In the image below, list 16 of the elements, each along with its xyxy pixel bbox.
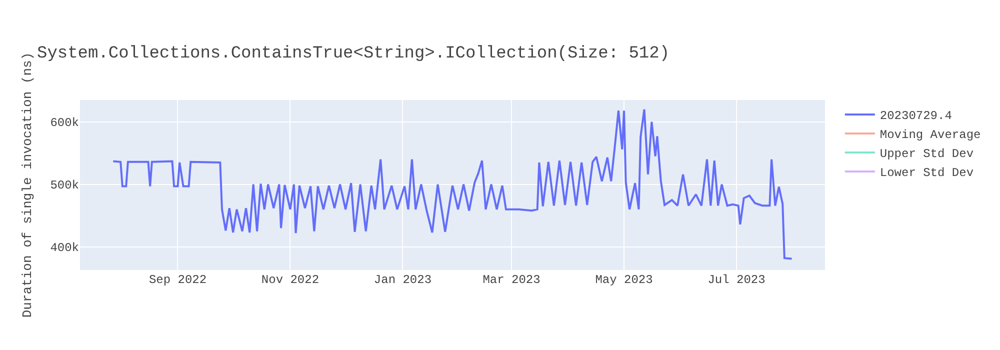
legend-label: Moving Average xyxy=(880,128,981,142)
y-tick-label: 600k xyxy=(50,116,79,130)
x-tick-label: Nov 2022 xyxy=(261,273,320,287)
y-tick-label: 500k xyxy=(50,178,79,193)
legend-label: Upper Std Dev xyxy=(880,147,974,162)
y-axis-title: Duration of single invocation (ns) xyxy=(20,52,36,318)
line-series xyxy=(112,108,793,260)
legend-label: 20230729.4 xyxy=(880,109,952,124)
x-tick-label: Mar 2023 xyxy=(482,273,540,287)
x-tick-label: Sep 2022 xyxy=(148,273,207,287)
x-tick-label: Jan 2023 xyxy=(374,273,432,287)
chart-title: System.Collections.ContainsTrue<String>.ICollection(Size: 512) xyxy=(37,44,670,64)
x-tick-label: Jul 2023 xyxy=(708,273,766,287)
y-tick-label: 400k xyxy=(50,241,79,256)
legend-label: Lower Std Dev xyxy=(880,166,974,180)
x-tick-label: May 2023 xyxy=(595,273,653,287)
